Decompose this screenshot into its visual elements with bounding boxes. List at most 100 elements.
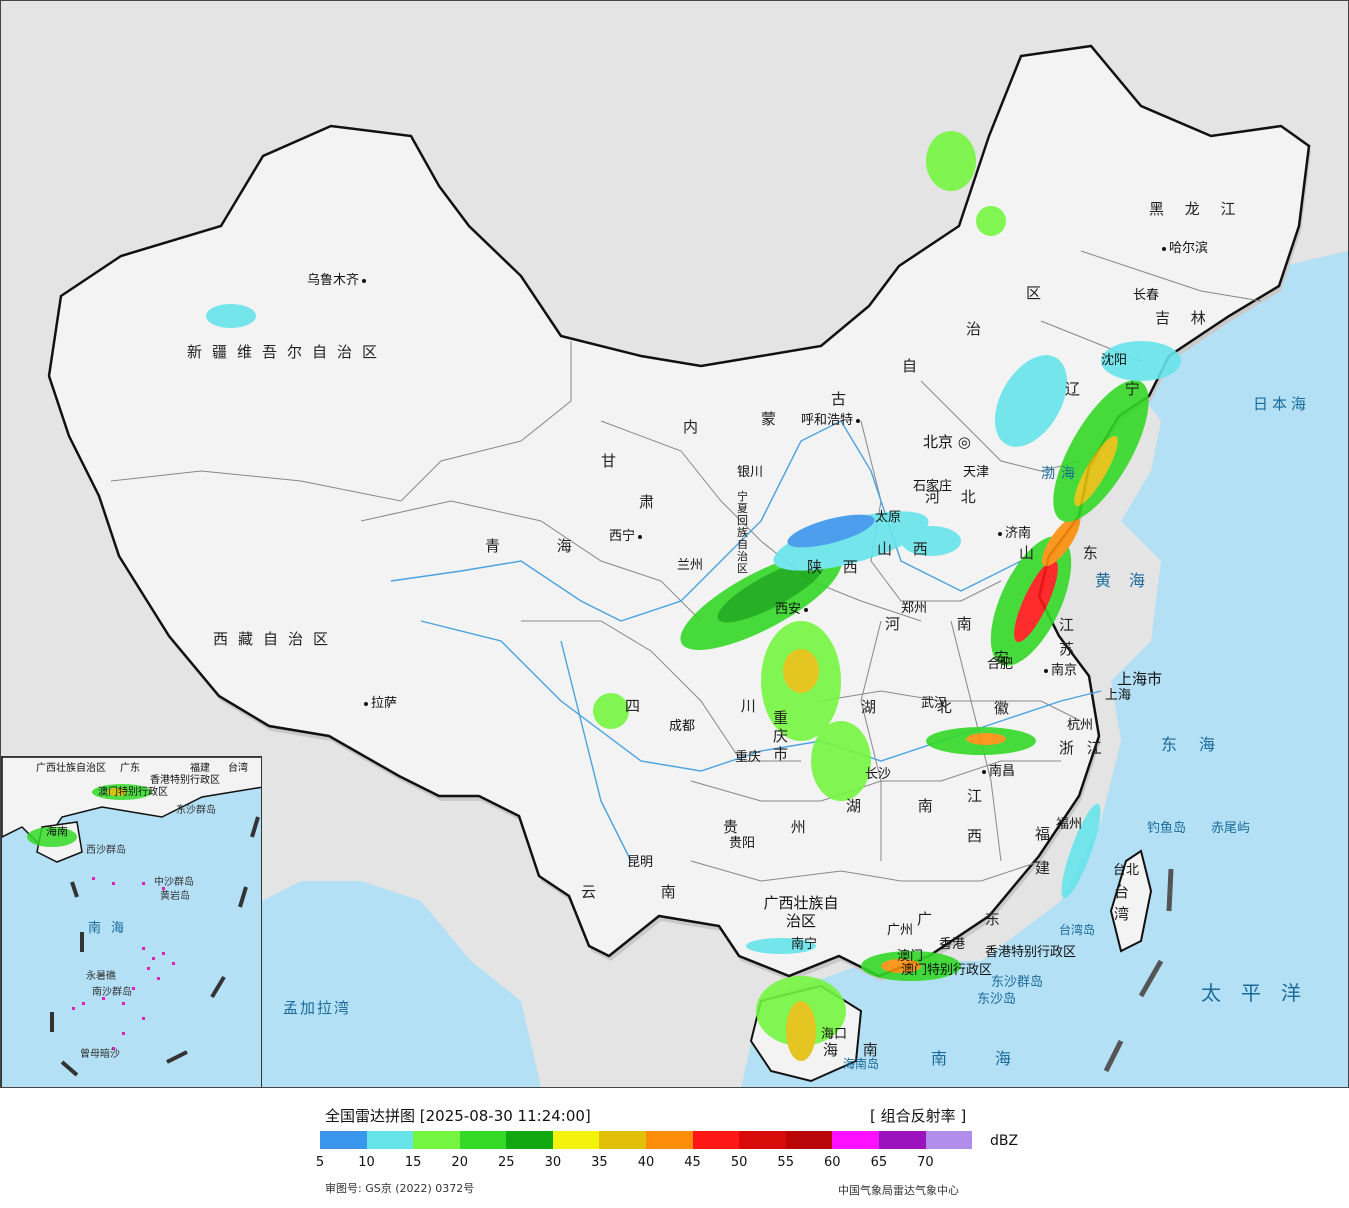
tick-label-30: 30 (544, 1155, 562, 1170)
city-changsha: 长沙 (865, 767, 892, 782)
legend-title: 全国雷达拼图 [2025-08-30 11:24:00] (325, 1107, 591, 1125)
island-taiwandao: 台湾岛 (1059, 923, 1096, 937)
city-chongqing: 重庆 (735, 750, 762, 765)
inset-label-nansha: 南沙群岛 (92, 987, 132, 998)
city-guiyang: 贵阳 (729, 836, 756, 851)
sea-label-ribenhai: 日本海 (1253, 395, 1311, 413)
city-lanzhou: 兰州 (677, 558, 704, 573)
city-shijiazhuang: 石家庄 (913, 479, 953, 494)
province-label-qinghai: 青 海 (485, 537, 598, 555)
province-label-gansu: 甘 (601, 452, 617, 470)
province-label-shaanxi: 陕 西 (807, 558, 866, 576)
city-zhengzhou: 郑州 (901, 601, 928, 616)
inset-label-nanhai: 南海 (88, 921, 135, 936)
province-label-jiangsu: 江 苏 (1059, 616, 1075, 658)
south-china-sea-inset: 广西壮族自治区 广东 福建 台湾 香港特别行政区 澳门特别行政区 东沙群岛 海南… (1, 756, 262, 1087)
province-label-neimenggu-6: 区 (1026, 284, 1042, 302)
tick-label-15: 15 (404, 1155, 422, 1170)
inset-label-hongkong: 香港特别行政区 (150, 775, 220, 786)
province-label-henan: 河 南 (885, 615, 998, 633)
city-jinan: 济南 (995, 522, 1031, 541)
province-label-jiangxi: 江 西 (967, 787, 983, 845)
color-swatch-45 (692, 1131, 740, 1149)
sea-label-taipingyang: 太平洋 (1201, 981, 1321, 1005)
province-label-zhejiang: 浙 江 (1059, 739, 1106, 757)
source-agency: 中国气象局雷达气象中心 (838, 1184, 959, 1197)
city-xian: 西安 (775, 598, 811, 617)
color-swatch-10 (366, 1131, 414, 1149)
province-label-ningxia: 宁夏回族自治区 (737, 490, 748, 575)
province-label-neimenggu-5: 治 (966, 320, 982, 338)
inset-label-huangyan: 黄岩岛 (160, 891, 190, 902)
sea-label-mengjialawan: 孟加拉湾 (283, 999, 352, 1017)
inset-label-zengmu: 曾母暗沙 (80, 1049, 120, 1060)
city-taibei: 台北 (1113, 863, 1140, 878)
province-label-gansu-2: 肃 (639, 493, 655, 511)
island-dongshadao: 东沙岛 (977, 992, 1017, 1007)
province-label-neimenggu-3: 古 (831, 390, 847, 408)
tick-label-55: 55 (777, 1155, 794, 1170)
province-label-hebei: 河 北 (925, 488, 984, 506)
inset-map (2, 757, 261, 1077)
city-shanghai: 上海 (1105, 688, 1132, 703)
province-label-hunan: 湖 南 (846, 797, 959, 815)
province-label-neimenggu-2: 蒙 (761, 410, 777, 428)
island-dongsha: 东沙群岛 (991, 975, 1044, 990)
tick-label-40: 40 (637, 1155, 655, 1170)
city-tianjin: 天津 (963, 465, 990, 480)
province-label-macau: 澳门特别行政区 (901, 963, 993, 978)
tick-label-10: 10 (358, 1155, 375, 1170)
maritime-boundary-dashes (1103, 868, 1174, 1073)
inset-label-xisha: 西沙群岛 (86, 845, 126, 856)
legend-product: [ 组合反射率 ] (870, 1107, 967, 1125)
inset-label-macau: 澳门特别行政区 (98, 787, 168, 798)
legend-unit: dBZ (990, 1133, 1019, 1149)
sea-label-nanhai: 南海 (931, 1049, 1060, 1068)
color-swatch-15 (413, 1131, 460, 1149)
province-label-shandong: 山 东 (1019, 544, 1120, 562)
color-swatch-25 (506, 1131, 553, 1149)
city-haerbin: 哈尔滨 (1159, 237, 1208, 256)
tick-label-20: 20 (451, 1155, 468, 1170)
sea-label-huanghai: 黄海 (1095, 571, 1164, 590)
tick-label-50: 50 (730, 1155, 748, 1170)
city-shenyang: 沈阳 (1101, 353, 1128, 368)
color-swatch-40 (646, 1131, 693, 1149)
sea-label-donghai: 东海 (1161, 735, 1238, 754)
island-hainandao: 海南岛 (843, 1057, 880, 1071)
province-label-xizang: 西藏自治区 (213, 630, 339, 648)
tick-label-70: 70 (917, 1155, 934, 1170)
province-label-fujian: 福 建 (1035, 825, 1051, 877)
city-kunming: 昆明 (627, 855, 654, 870)
city-nanjing: 南京 (1041, 659, 1077, 678)
city-guangzhou: 广州 (887, 923, 914, 938)
city-xianggang: 香港 (939, 937, 966, 952)
tick-label-65: 65 (870, 1155, 888, 1170)
inset-label-taiwan: 台湾 (228, 763, 248, 774)
city-haikou: 海口 (821, 1027, 848, 1042)
inset-label-dongsha: 东沙群岛 (176, 805, 216, 816)
radar-echoes (206, 131, 1181, 1061)
inset-label-hainan: 海南 (46, 825, 68, 838)
tick-label-35: 35 (591, 1155, 608, 1170)
city-wulumuqi: 乌鲁木齐 (307, 269, 369, 288)
island-diaoyudao: 钓鱼岛 (1147, 821, 1187, 836)
province-label-liaoning: 辽 宁 (1065, 380, 1160, 398)
city-nanchang: 南昌 (979, 760, 1015, 779)
city-xining: 西宁 (609, 525, 645, 544)
city-lasa: 拉萨 (361, 692, 397, 711)
city-hangzhou: 杭州 (1067, 718, 1094, 733)
province-label-hongkong: 香港特别行政区 (985, 945, 1077, 960)
province-label-guizhou: 贵 州 (723, 818, 830, 836)
province-label-guangdong: 广 东 (917, 910, 1024, 928)
province-label-yunnan: 云 南 (581, 883, 706, 901)
province-label-sichuan: 四 川 (625, 697, 804, 715)
province-label-shanghai: 上海市 (1117, 670, 1163, 688)
province-label-anhui: 安 徽 (994, 649, 1010, 717)
color-swatch-30 (552, 1131, 600, 1149)
province-label-guangxi: 广西壮族自治区 (763, 894, 839, 930)
inset-label-yongshu: 永暑礁 (86, 971, 116, 982)
inset-label-guangxi: 广西壮族自治区 (36, 763, 106, 774)
province-label-chongqing: 重 庆 市 (773, 709, 789, 763)
bay-of-bengal (262, 881, 541, 1087)
